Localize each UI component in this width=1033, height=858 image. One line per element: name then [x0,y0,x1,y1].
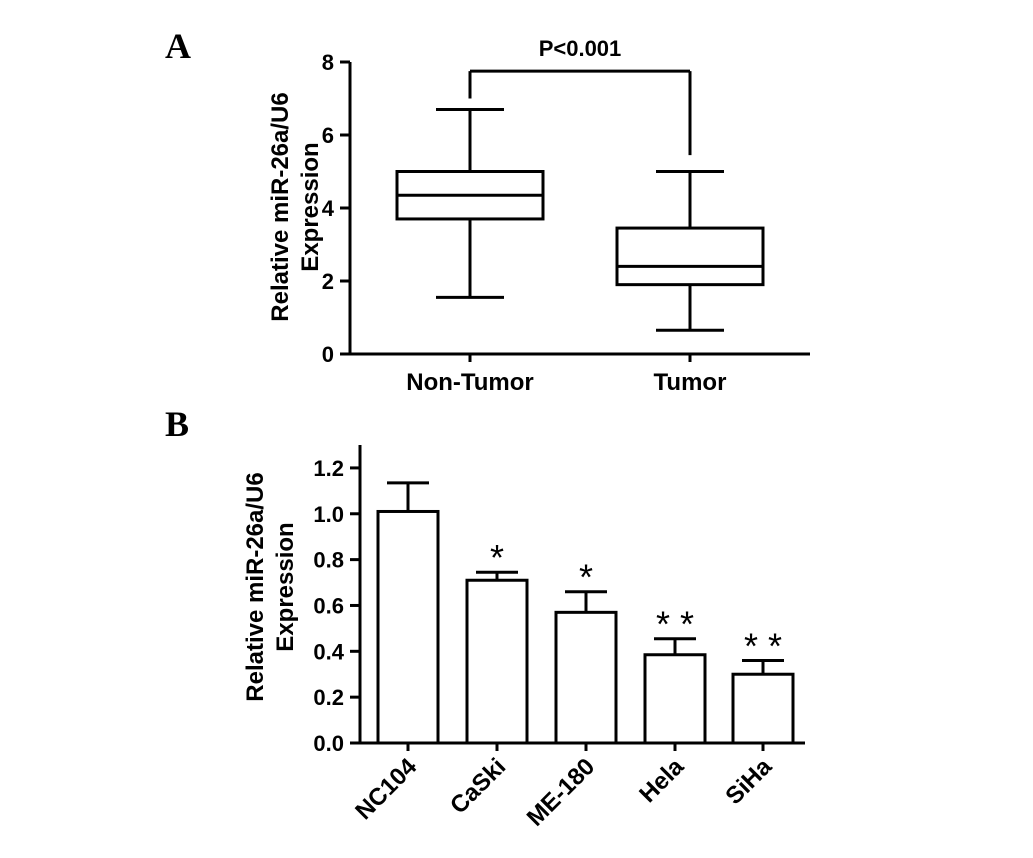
panel-b-ylabel-line2: Expression [272,522,299,651]
y-tick-label: 2 [322,269,334,294]
significance-marker: * * [656,604,694,645]
x-category-label: Hela [634,753,689,808]
y-tick-label: 1.0 [313,502,344,527]
y-tick-label: 1.2 [313,456,344,481]
y-tick-label: 6 [322,123,334,148]
box-iqr [615,226,765,287]
bar-me-180 [554,610,618,745]
bar-caski [465,578,529,745]
y-tick-label: 0.2 [313,685,344,710]
y-tick-label: 4 [322,196,335,221]
panel-b: B Relative miR-26a/U6 Expression 0.00.20… [165,404,805,832]
bar-siha [731,672,795,745]
y-tick-label: 0 [322,342,334,367]
panel-b-ylabel-line1: Relative miR-26a/U6 [242,472,269,701]
y-tick-label: 0.6 [313,593,344,618]
bar-hela [643,653,707,745]
y-tick-label: 0.8 [313,548,344,573]
panel-a-ylabel-line2: Expression [297,142,324,271]
x-category-label: CaSki [445,753,511,819]
panel-a-label: A [165,26,191,66]
panel-a-plot-area: 0 2 4 6 8 Non-Tumor Tumor P<0.001 [322,36,810,396]
panel-b-label: B [165,404,189,444]
x-category-label: NC104 [350,753,422,825]
x-category-label: Tumor [654,369,727,396]
significance-marker: * [579,557,593,598]
x-category-label: ME-180 [522,753,601,832]
y-tick-label: 8 [322,50,334,75]
panel-b-plot-area: 0.0 0.2 0.4 0.6 0.8 1.0 1.2 NC104 * CaSki * ME-180 *… [313,445,805,832]
y-tick-label: 0.4 [313,639,344,664]
p-value-annotation: P<0.001 [539,36,622,61]
bar-nc104 [376,509,440,745]
y-tick-label: 0.0 [313,731,344,756]
significance-marker: * * [744,625,782,666]
significance-marker: * [490,537,504,578]
x-category-label: Non-Tumor [406,369,534,396]
x-category-label: SiHa [720,753,777,810]
panel-a: A Relative miR-26a/U6 Expression 0 2 4 6 8 No… [165,26,810,396]
panel-a-ylabel-line1: Relative miR-26a/U6 [267,92,294,321]
